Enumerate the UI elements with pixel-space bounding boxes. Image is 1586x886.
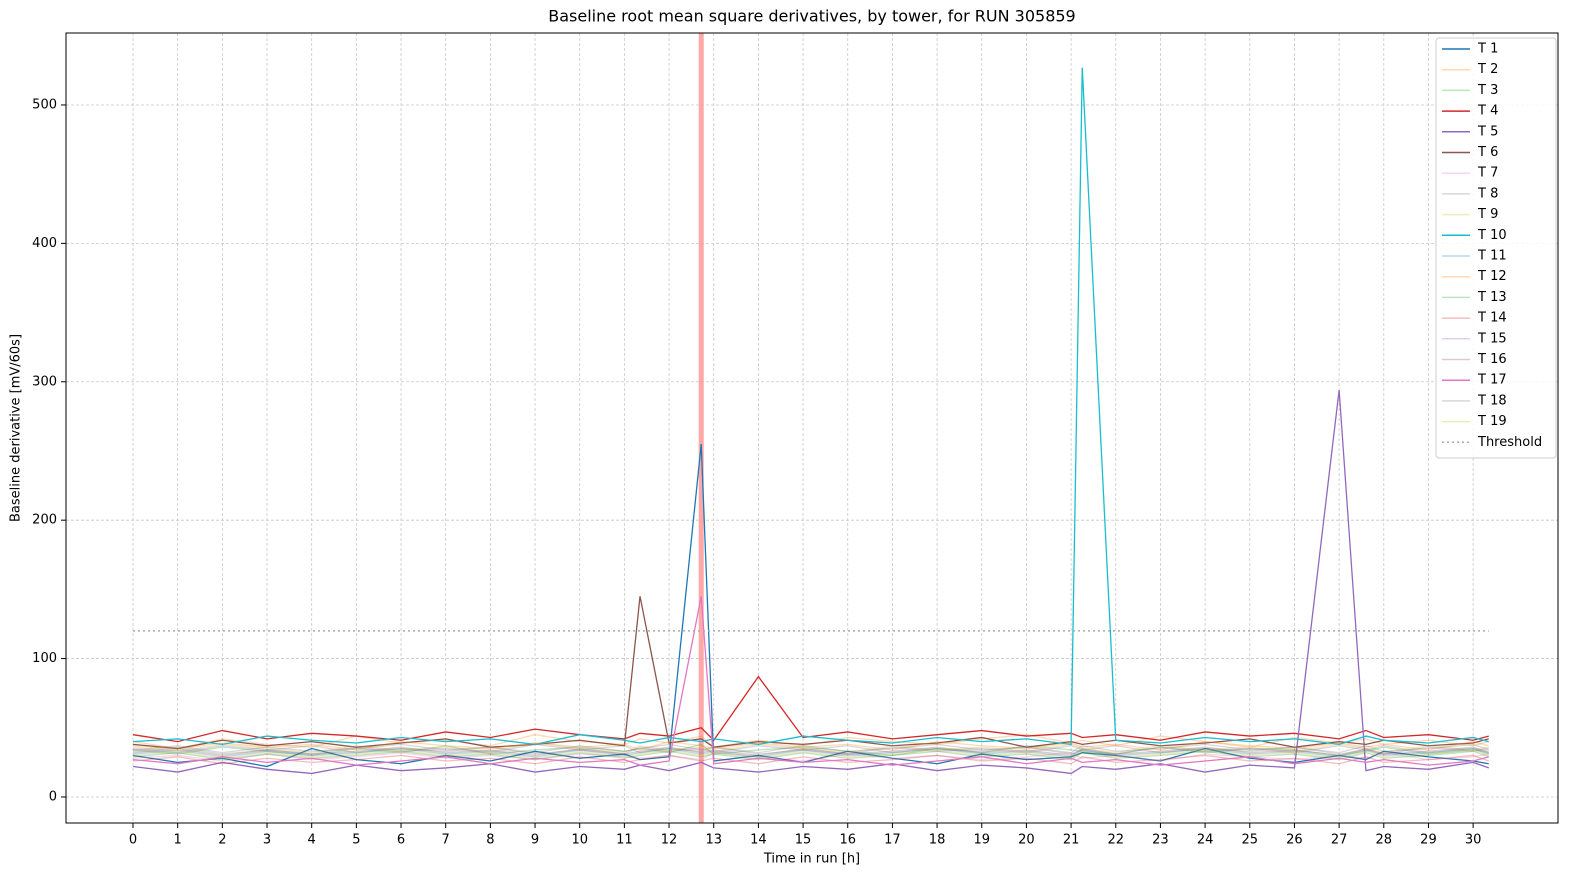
series-line [132, 743, 1489, 755]
series-line [132, 752, 1489, 762]
series-line [132, 596, 1489, 766]
series-line [132, 740, 1489, 751]
chart-title: Baseline root mean square derivatives, b… [548, 7, 1075, 26]
highlight-band [698, 33, 704, 823]
x-tick-label: 19 [973, 833, 990, 848]
x-tick-label: 24 [1197, 833, 1214, 848]
x-tick-label: 3 [263, 833, 271, 848]
y-tick-label: 100 [32, 651, 57, 666]
y-tick-label: 200 [32, 513, 57, 528]
series-line [132, 745, 1489, 755]
x-tick-label: 29 [1420, 833, 1437, 848]
legend-label: T 12 [1477, 269, 1507, 284]
x-tick-label: 13 [705, 833, 722, 848]
x-tick-label: 7 [442, 833, 450, 848]
legend-label: T 1 [1477, 42, 1498, 57]
x-tick-label: 26 [1286, 833, 1303, 848]
series-line [132, 390, 1489, 775]
x-tick-label: 20 [1018, 833, 1035, 848]
legend: T 1 T 2 T 3 T 4 T 5 T 6 T 7 T 8 T 9 T 10 T 11 T 12 T… [1435, 37, 1557, 459]
x-tick-label: 5 [352, 833, 360, 848]
legend-label: T 4 [1477, 104, 1498, 119]
series-line [132, 743, 1489, 757]
legend-label: T 14 [1477, 311, 1507, 326]
x-tick-label: 23 [1152, 833, 1169, 848]
x-tick-label: 11 [616, 833, 633, 848]
plot-frame [65, 32, 1559, 824]
x-axis-label: Time in run [h] [763, 852, 860, 867]
x-tick-label: 0 [129, 833, 137, 848]
x-tick-label: 1 [174, 833, 182, 848]
x-tick-label: 30 [1465, 833, 1482, 848]
x-tick-label: 6 [397, 833, 405, 848]
y-axis-label: Baseline derivative [mV/60s] [9, 334, 24, 522]
legend-label: T 3 [1477, 83, 1498, 98]
legend-label: T 7 [1477, 166, 1498, 181]
legend-label: T 19 [1477, 414, 1507, 429]
legend-label: T 8 [1477, 186, 1498, 201]
x-tick-label: 9 [531, 833, 539, 848]
x-tick-label: 17 [884, 833, 901, 848]
series-line [132, 443, 1489, 768]
x-tick-label: 12 [661, 833, 678, 848]
x-tick-label: 27 [1331, 833, 1348, 848]
series-line [132, 675, 1489, 743]
legend-label: T 9 [1477, 207, 1498, 222]
series-line [132, 749, 1489, 759]
x-tick-label: 16 [839, 833, 856, 848]
y-tick-label: 400 [32, 236, 57, 251]
x-tick-label: 15 [795, 833, 812, 848]
x-tick-label: 21 [1063, 833, 1080, 848]
x-tick-label: 14 [750, 833, 767, 848]
legend-label: T 16 [1477, 352, 1507, 367]
series-line [132, 734, 1489, 750]
x-tick-label: 22 [1107, 833, 1124, 848]
legend-label: T 11 [1477, 249, 1507, 264]
legend-label: T 2 [1477, 62, 1498, 77]
legend-label: T 13 [1477, 290, 1507, 305]
series-line [132, 746, 1489, 757]
legend-label: Threshold [1477, 435, 1542, 450]
series-line [132, 67, 1489, 746]
legend-label: T 6 [1477, 145, 1498, 160]
x-tick-label: 25 [1241, 833, 1258, 848]
x-tick-label: 10 [571, 833, 588, 848]
series-line [132, 743, 1489, 754]
x-tick-label: 28 [1376, 833, 1393, 848]
x-tick-label: 2 [218, 833, 226, 848]
legend-label: T 17 [1477, 373, 1507, 388]
x-tick-label: 4 [308, 833, 316, 848]
legend-label: T 15 [1477, 331, 1507, 346]
series-line [132, 747, 1489, 758]
legend-label: T 10 [1477, 228, 1507, 243]
series-line [132, 742, 1489, 754]
y-tick-label: 300 [32, 374, 57, 389]
series-line [132, 754, 1489, 765]
series-line [132, 750, 1489, 761]
legend-label: T 18 [1477, 393, 1507, 408]
x-tick-label: 18 [929, 833, 946, 848]
legend-box [1435, 37, 1557, 459]
x-tick-label: 8 [486, 833, 494, 848]
y-tick-label: 0 [49, 789, 57, 804]
y-tick-label: 500 [32, 97, 57, 112]
series-line [132, 596, 1489, 750]
legend-label: T 5 [1477, 124, 1498, 139]
